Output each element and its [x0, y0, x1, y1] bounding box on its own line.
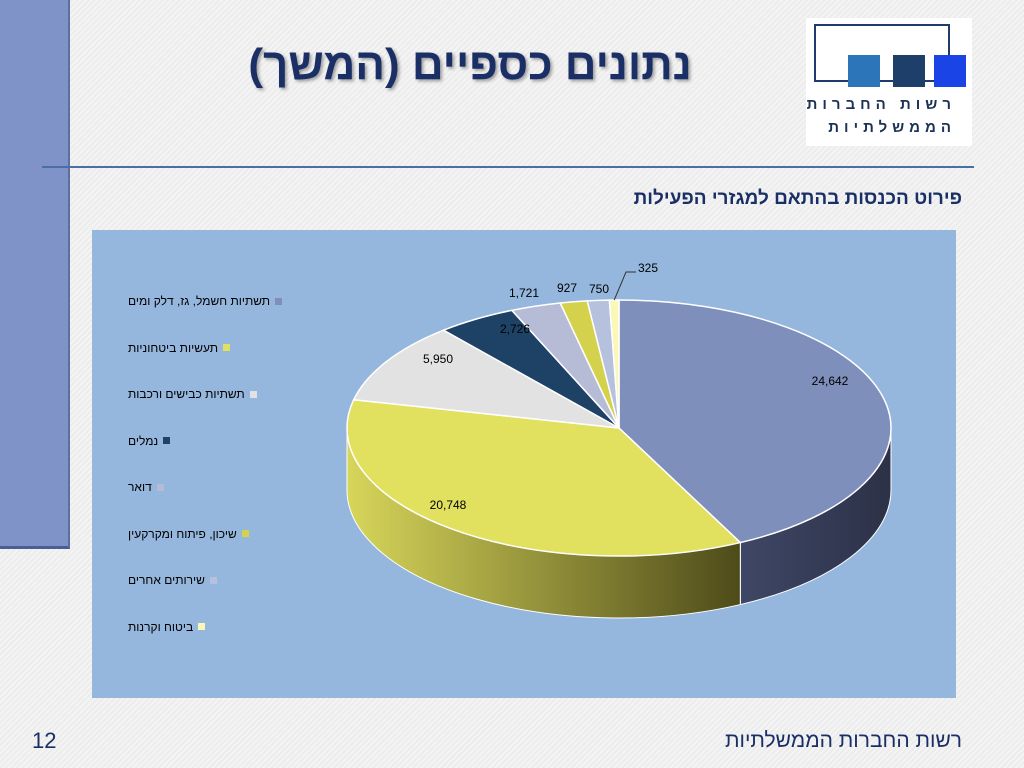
data-label-7: 325	[638, 261, 658, 275]
legend-label-0: תשתיות חשמל, גז, דלק ומים	[128, 294, 271, 308]
page-title: נתונים כספיים (המשך)	[248, 40, 692, 89]
logo-text-line2: הממשלתיות	[828, 119, 956, 136]
legend-swatch-2	[249, 390, 257, 398]
header-divider	[42, 166, 974, 168]
data-label-1: 20,748	[430, 498, 467, 512]
page-number: 12	[32, 728, 57, 753]
legend-swatch-1	[223, 344, 230, 351]
pie-slice-0	[618, 299, 892, 544]
legend-swatch-6	[209, 576, 217, 584]
legend-swatch-7	[198, 623, 206, 630]
legend-label-2: תשתיות כבישים ורכבות	[128, 387, 245, 401]
data-label-4: 1,721	[509, 286, 539, 300]
data-label-3: 2,726	[500, 322, 530, 336]
logo-square-dark	[893, 55, 925, 87]
chart-subtitle: פירוט הכנסות בהתאם למגזרי הפעילות	[633, 188, 962, 209]
footer-org-name: רשות החברות הממשלתיות	[725, 729, 962, 752]
logo: רשות החברות הממשלתיות	[806, 18, 972, 146]
legend-swatch-5	[241, 530, 249, 537]
legend-item-4: דואר	[128, 480, 308, 494]
leader-line	[613, 271, 636, 301]
legend-label-4: דואר	[128, 480, 152, 494]
logo-text-line1: רשות החברות	[806, 96, 956, 113]
data-label-0: 24,642	[812, 374, 849, 388]
legend-item-0: תשתיות חשמל, גז, דלק ומים	[128, 294, 308, 308]
logo-square-light	[848, 55, 880, 87]
logo-frame	[814, 24, 950, 82]
data-label-6: 750	[589, 282, 609, 296]
legend-label-1: תעשיות ביטחוניות	[128, 340, 218, 355]
legend-item-7: ביטוח וקרנות	[128, 620, 308, 634]
legend-item-2: תשתיות כבישים ורכבות	[128, 387, 308, 401]
legend-label-3: נמלים	[128, 433, 159, 448]
legend-swatch-3	[163, 437, 171, 444]
legend-item-5: שיכון, פיתוח ומקרקעין	[128, 527, 308, 541]
legend-label-5: שיכון, פיתוח ומקרקעין	[128, 526, 237, 541]
legend-label-7: ביטוח וקרנות	[128, 619, 194, 634]
left-accent-bar	[0, 0, 70, 549]
legend-label-6: שירותים אחרים	[128, 573, 205, 587]
data-label-2: 5,950	[423, 352, 453, 366]
logo-square-bright	[934, 55, 966, 87]
legend-item-6: שירותים אחרים	[128, 573, 308, 587]
legend-item-3: נמלים	[128, 434, 308, 448]
legend-item-1: תעשיות ביטחוניות	[128, 341, 308, 355]
pie-slice-2	[352, 329, 620, 429]
legend-swatch-0	[275, 297, 283, 305]
legend-swatch-4	[156, 483, 164, 491]
pie-slice-1	[346, 398, 742, 557]
data-label-5: 927	[557, 281, 577, 295]
